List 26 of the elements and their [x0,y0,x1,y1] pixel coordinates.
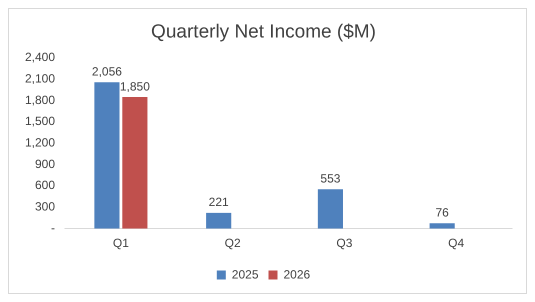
x-tick-label: Q2 [224,236,241,250]
data-label: 1,850 [120,79,150,94]
y-tick-label: 1,800 [25,92,56,107]
x-tick-label: Q1 [112,236,130,250]
bar [430,223,455,229]
bar [94,82,120,229]
x-tick-label: Q3 [336,236,353,250]
bar [206,212,232,229]
chart-title: Quarterly Net Income ($M) [151,22,376,43]
y-tick-label: 1,500 [25,114,56,128]
y-tick-label: 1,200 [25,136,56,150]
y-tick-label: 2,100 [25,71,56,86]
y-tick-label: 600 [35,178,56,192]
bar [122,96,148,229]
y-tick-label: 2,400 [25,50,56,64]
data-label: 553 [320,172,341,186]
x-tick-label: Q4 [448,236,464,250]
legend-label: 2025 [232,267,259,282]
bar [318,189,343,229]
y-tick-label: 300 [35,200,56,214]
data-label: 221 [208,195,230,210]
data-label: 2,056 [92,64,122,79]
data-label: 76 [435,206,450,220]
y-tick-label: - [51,220,56,235]
legend-label: 2026 [284,267,311,282]
y-tick-label: 900 [35,156,56,171]
